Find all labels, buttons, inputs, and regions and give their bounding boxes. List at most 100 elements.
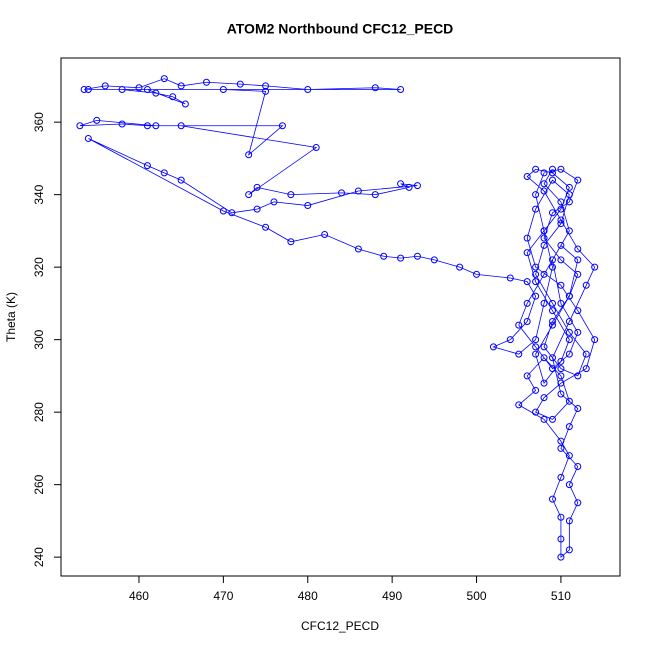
y-tick-label: 320 xyxy=(32,257,46,277)
data-point xyxy=(287,191,295,199)
data-point xyxy=(245,151,253,159)
x-tick-label: 490 xyxy=(382,589,402,603)
data-point xyxy=(177,122,185,130)
data-point xyxy=(574,372,582,380)
plot-box xyxy=(60,57,621,577)
data-point xyxy=(540,379,548,387)
data-point xyxy=(532,343,540,351)
data-point xyxy=(152,122,160,130)
data-point xyxy=(548,321,556,329)
data-point xyxy=(506,336,514,344)
data-point xyxy=(565,481,573,489)
data-point xyxy=(219,207,227,215)
data-point xyxy=(582,350,590,358)
data-point xyxy=(540,187,548,195)
data-point xyxy=(557,205,565,213)
data-point xyxy=(557,357,565,365)
data-point xyxy=(371,191,379,199)
data-point xyxy=(574,463,582,471)
data-point xyxy=(312,144,320,152)
y-tick-label: 260 xyxy=(32,474,46,494)
data-point xyxy=(143,86,151,94)
data-point xyxy=(540,270,548,278)
data-point xyxy=(565,336,573,344)
data-point xyxy=(253,205,261,213)
y-tick-label: 240 xyxy=(32,547,46,567)
data-point xyxy=(557,513,565,521)
data-point xyxy=(304,202,312,210)
data-point xyxy=(591,263,599,271)
data-point xyxy=(574,328,582,336)
data-point xyxy=(540,415,548,423)
y-tick-label: 300 xyxy=(32,329,46,349)
data-point xyxy=(405,183,413,191)
data-point xyxy=(548,354,556,362)
data-point xyxy=(118,86,126,94)
data-point xyxy=(532,263,540,271)
data-point xyxy=(548,176,556,184)
chart-title: ATOM2 Northbound CFC12_PECD xyxy=(227,21,454,37)
x-tick-label: 480 xyxy=(298,589,318,603)
x-tick-label: 500 xyxy=(467,589,487,603)
data-point xyxy=(523,299,531,307)
data-point xyxy=(548,169,556,177)
data-point xyxy=(557,241,565,249)
data-point xyxy=(262,87,270,95)
data-point xyxy=(548,165,556,173)
data-point xyxy=(321,231,329,239)
data-point xyxy=(591,336,599,344)
data-point xyxy=(540,180,548,188)
data-point xyxy=(371,84,379,92)
data-point xyxy=(523,173,531,181)
data-point xyxy=(253,183,261,191)
data-point xyxy=(574,176,582,184)
data-point xyxy=(245,191,253,199)
x-tick-label: 510 xyxy=(551,589,571,603)
data-point xyxy=(354,245,362,253)
data-point xyxy=(574,405,582,413)
data-point xyxy=(118,120,126,128)
data-point xyxy=(565,546,573,554)
data-point xyxy=(532,336,540,344)
data-point xyxy=(262,223,270,231)
data-point xyxy=(557,216,565,224)
data-point xyxy=(177,176,185,184)
data-point xyxy=(540,394,548,402)
x-axis-label: CFC12_PECD xyxy=(301,619,379,633)
data-point xyxy=(181,100,189,108)
data-point xyxy=(548,263,556,271)
data-point xyxy=(473,270,481,278)
data-point xyxy=(574,270,582,278)
data-point xyxy=(557,437,565,445)
data-point xyxy=(532,350,540,358)
data-point xyxy=(228,209,236,217)
data-point xyxy=(565,328,573,336)
data-point xyxy=(565,517,573,525)
data-point xyxy=(548,365,556,373)
data-point xyxy=(177,82,185,90)
data-point xyxy=(532,270,540,278)
data-point xyxy=(548,209,556,217)
data-point xyxy=(565,452,573,460)
data-point xyxy=(80,86,88,94)
data-point xyxy=(540,354,548,362)
data-point xyxy=(160,169,168,177)
data-point xyxy=(565,183,573,191)
data-point xyxy=(557,473,565,481)
data-point xyxy=(523,372,531,380)
data-point xyxy=(565,318,573,326)
data-point xyxy=(523,278,531,286)
data-point xyxy=(565,397,573,405)
y-tick-label: 340 xyxy=(32,184,46,204)
data-point xyxy=(582,281,590,289)
data-point xyxy=(557,299,565,307)
data-point xyxy=(540,227,548,235)
data-point xyxy=(557,165,565,173)
data-point xyxy=(143,162,151,170)
data-point xyxy=(574,499,582,507)
data-point xyxy=(523,318,531,326)
data-point xyxy=(397,254,405,262)
data-point xyxy=(489,343,497,351)
